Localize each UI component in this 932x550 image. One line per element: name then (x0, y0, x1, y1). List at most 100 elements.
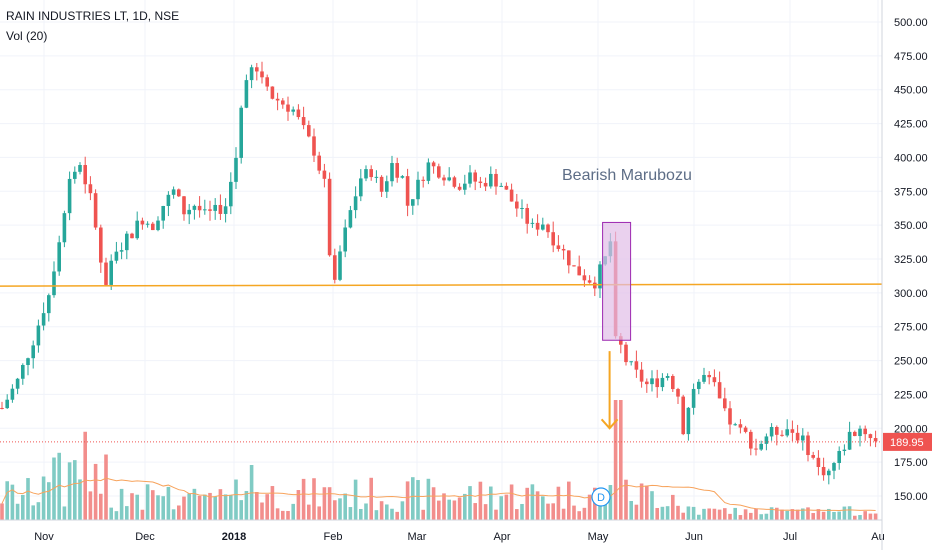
candle-body (21, 365, 25, 379)
volume-bar (5, 481, 9, 520)
candle-body (790, 429, 795, 433)
candle-body (712, 377, 717, 383)
volume-bar (603, 500, 607, 520)
volume-bar (203, 494, 207, 520)
volume-bar (307, 504, 311, 520)
volume-bar (629, 500, 633, 520)
volume-bar (182, 496, 186, 520)
candle-body (749, 431, 753, 449)
y-tick-label: 275.00 (894, 322, 928, 334)
volume-bar (239, 500, 243, 520)
candle-body (312, 136, 316, 156)
volume-bar (109, 507, 113, 520)
volume-bar (265, 494, 269, 520)
volume-bar (426, 478, 431, 520)
volume-bar (281, 510, 285, 520)
volume-bar (21, 494, 25, 520)
volume-bar (572, 505, 576, 520)
candle-body (338, 251, 342, 280)
candle-body (88, 184, 93, 194)
volume-bar (78, 479, 82, 520)
candles (0, 61, 878, 485)
y-tick-label: 225.00 (894, 389, 928, 401)
volume-bar (665, 506, 670, 520)
support-line (0, 283, 883, 287)
candle-body (743, 427, 748, 432)
y-tick-label: 250.00 (894, 356, 928, 368)
volume-bar (125, 506, 129, 520)
candle-body (535, 222, 540, 230)
candle-body (31, 345, 35, 359)
volume-bar (468, 486, 472, 520)
volume-bar (114, 511, 119, 520)
candle-body (322, 170, 327, 179)
volume-bar (359, 508, 363, 520)
volume-bar (296, 490, 301, 520)
volume-bar (764, 513, 769, 520)
candle-body (52, 271, 56, 296)
volume-bar (218, 489, 223, 520)
x-tick-label: May (588, 531, 609, 543)
volume-bar (47, 482, 51, 520)
volume-bar (166, 486, 171, 520)
volume-bar (546, 503, 550, 520)
candle-body (10, 388, 15, 400)
volume-bar (88, 491, 93, 520)
volume-bar (780, 509, 784, 520)
candle-body (36, 325, 41, 346)
candle-body (780, 434, 784, 436)
volume-bar (504, 494, 509, 520)
candle-body (187, 209, 191, 215)
volume-bar (379, 501, 384, 520)
candle-body (587, 280, 592, 283)
volume-bar (270, 486, 275, 520)
volume-bar (416, 480, 420, 520)
volume-bar (489, 486, 493, 520)
candle-body (182, 196, 186, 215)
x-tick-label: Dec (135, 531, 155, 543)
volume-bar (457, 497, 462, 520)
candle-body (707, 374, 711, 378)
candle-body (671, 376, 675, 390)
volume-bar (754, 508, 758, 520)
volume-bar (634, 504, 639, 520)
candle-body (624, 344, 628, 363)
candle-body (868, 434, 873, 439)
volume-bar (67, 462, 72, 520)
volume-bar (62, 506, 67, 520)
volume-bar (499, 496, 503, 520)
volume-bar (260, 502, 264, 520)
candle-body (395, 163, 399, 178)
volume-bar (551, 503, 555, 520)
volume-bar (41, 476, 46, 520)
candle-body (411, 199, 415, 206)
volume-bar (697, 514, 701, 520)
candle-body (738, 424, 743, 428)
candle-body (452, 177, 457, 187)
candle-body (561, 248, 566, 251)
volume-bar (832, 511, 836, 520)
candle-body (213, 204, 217, 211)
last-price-label: 189.95 (890, 437, 924, 449)
volume-bar (837, 511, 841, 520)
candle-body (551, 232, 555, 246)
candle-body (348, 210, 353, 228)
volume-bar (0, 503, 4, 520)
y-tick-label: 450.00 (894, 85, 928, 97)
candle-body (421, 179, 425, 181)
volume-bar (52, 457, 56, 520)
volume-bar (327, 487, 332, 520)
candle-body (598, 264, 602, 289)
y-tick-label: 500.00 (894, 17, 928, 29)
volume-bar (26, 478, 30, 520)
candle-body (759, 443, 763, 450)
volume-bar (541, 496, 545, 520)
volume-bar (286, 510, 290, 520)
candle-body (827, 470, 831, 476)
candle-body (15, 378, 20, 389)
x-tick-label: Mar (408, 531, 427, 543)
candle-body (239, 107, 243, 158)
y-tick-label: 200.00 (894, 423, 928, 435)
